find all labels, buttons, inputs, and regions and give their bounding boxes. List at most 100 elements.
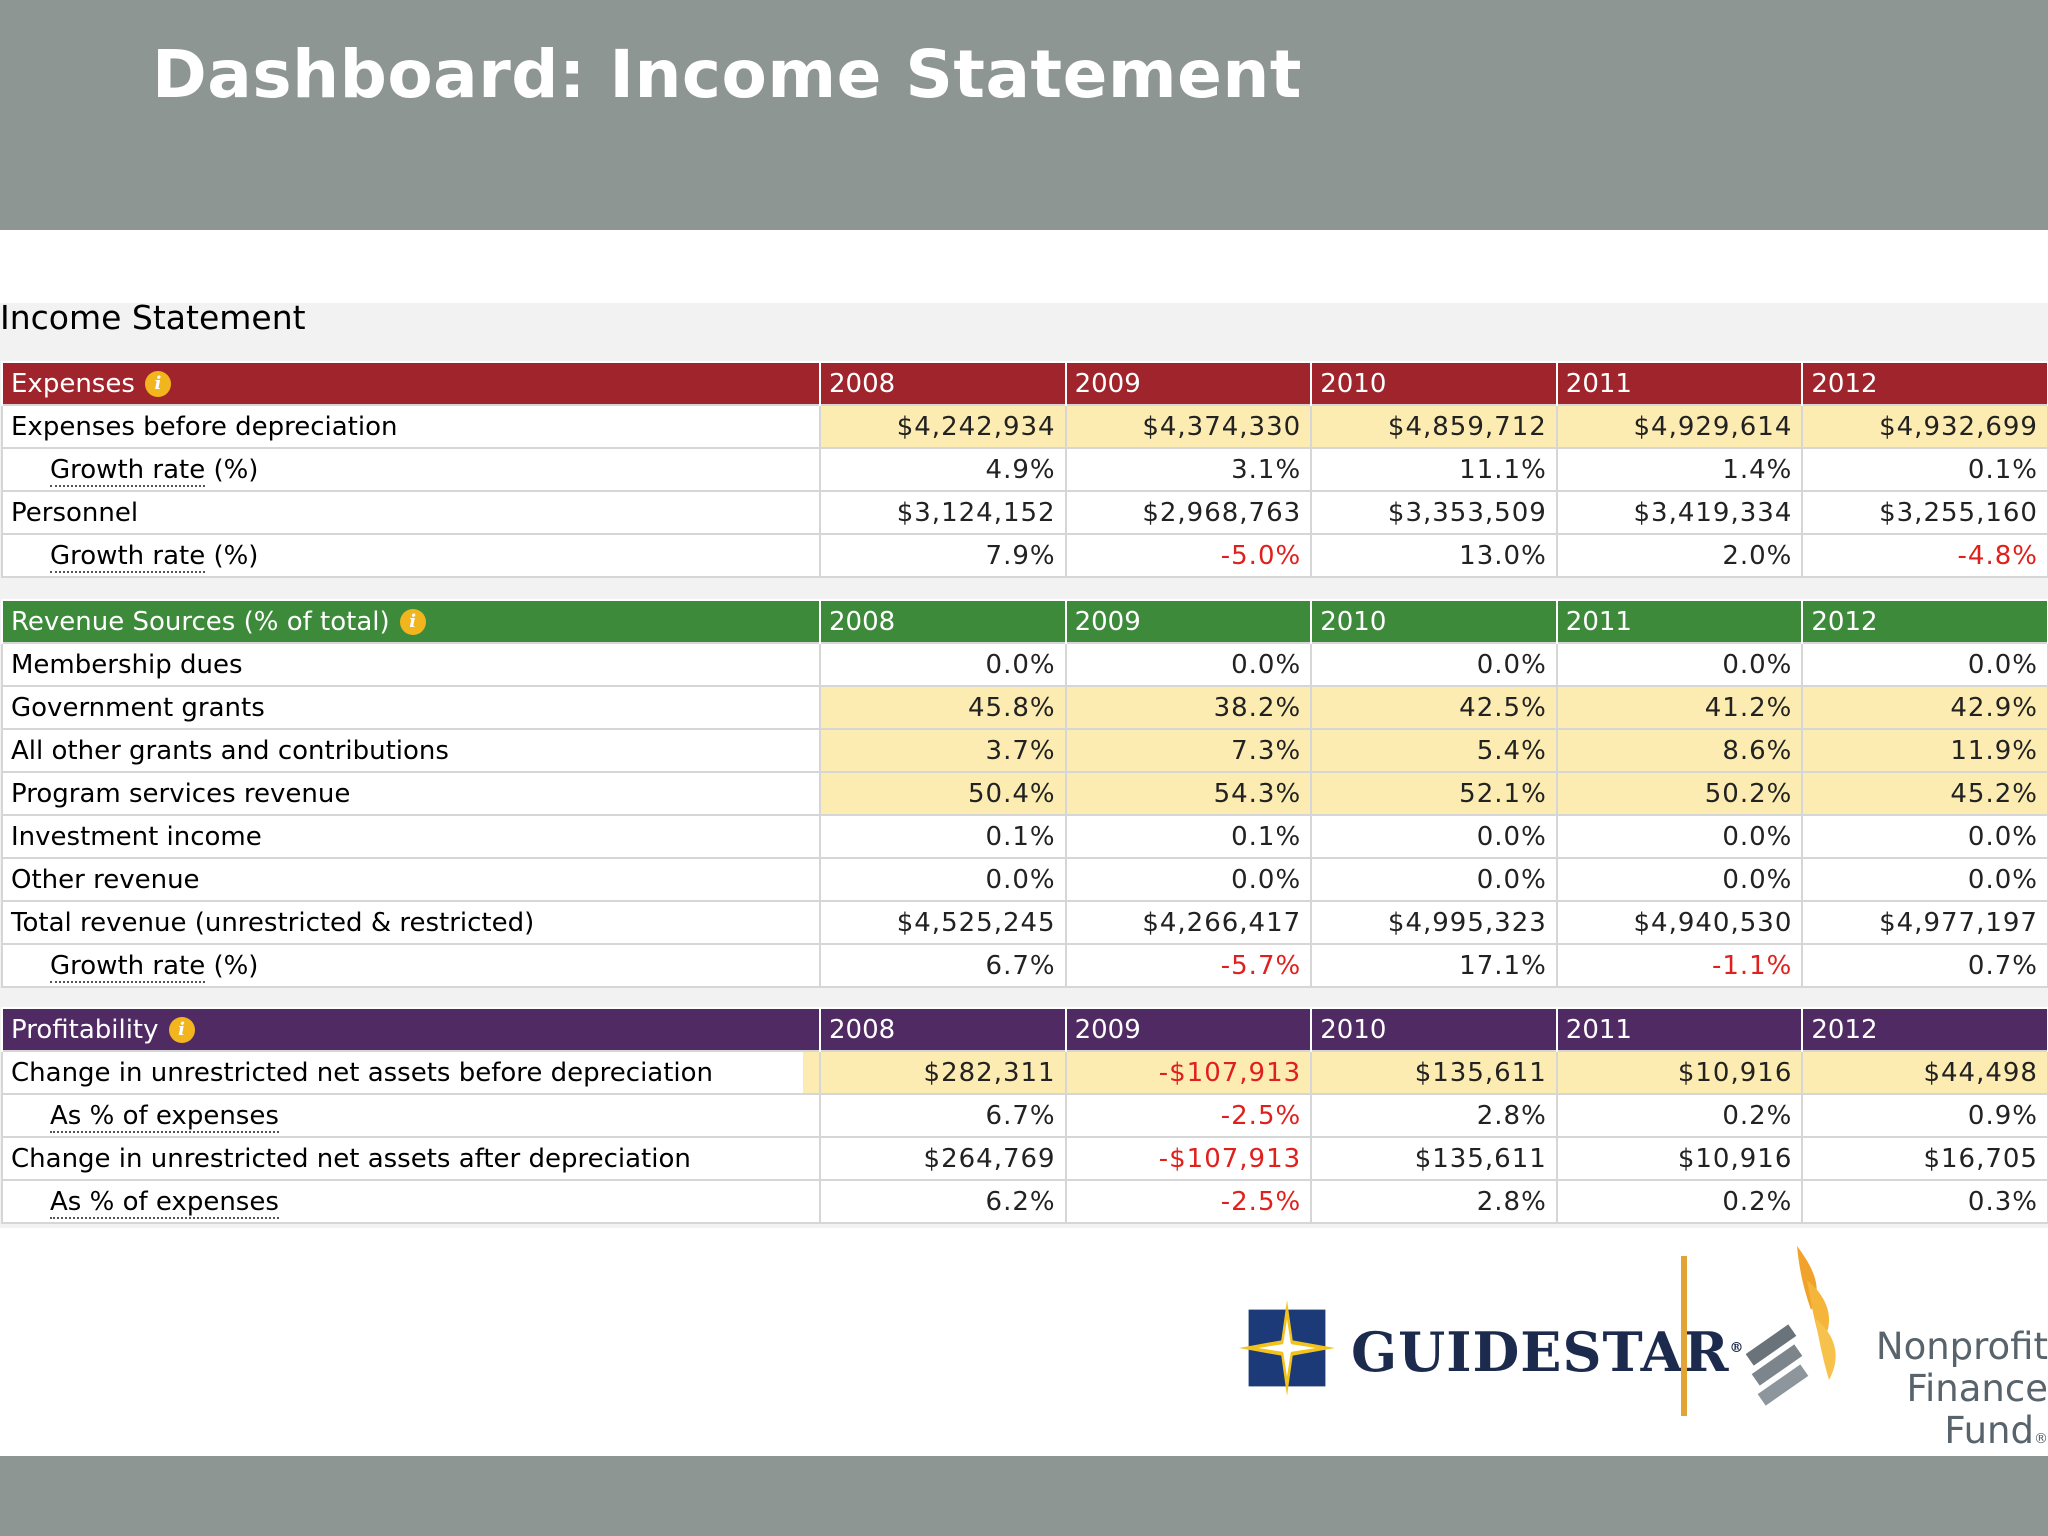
nff-logo-line2: Finance Fund	[1906, 1367, 2048, 1452]
table-cell: -5.7%	[1064, 943, 1313, 988]
table-cell: 8.6%	[1555, 728, 1804, 773]
table-cell: -2.5%	[1064, 1179, 1313, 1224]
table-cell: 7.3%	[1064, 728, 1313, 773]
table-row: Other revenue 0.0% 0.0% 0.0% 0.0% 0.0%	[1, 857, 2048, 902]
table-row: As % of expenses 6.7% -2.5% 2.8% 0.2% 0.…	[1, 1093, 2048, 1138]
info-icon[interactable]: i	[168, 1017, 195, 1043]
footer-band	[0, 1456, 2048, 1536]
table-cell: 0.0%	[1064, 857, 1313, 902]
table-cell: 38.2%	[1064, 685, 1313, 730]
table-row: Growth rate (%) 4.9% 3.1% 11.1% 1.4% 0.1…	[1, 447, 2048, 492]
profitability-table: Profitability i 2008 2009 2010 2011 2012 …	[1, 1007, 2048, 1224]
table-cell: 0.1%	[1801, 447, 2048, 492]
table-row: Growth rate (%) 6.7% -5.7% 17.1% -1.1% 0…	[1, 943, 2048, 988]
table-cell: 0.0%	[1801, 642, 2048, 687]
growth-rate-link[interactable]: Growth rate	[50, 950, 206, 983]
growth-rate-link[interactable]: Growth rate	[50, 540, 206, 573]
table-cell: 0.0%	[819, 857, 1067, 902]
year-header: 2012	[1801, 361, 2048, 405]
expenses-header-label: Expenses	[11, 368, 135, 399]
table-cell: -1.1%	[1555, 943, 1804, 988]
year-header: 2010	[1310, 361, 1558, 405]
year-header: 2011	[1555, 361, 1804, 405]
info-icon[interactable]: i	[144, 371, 171, 397]
table-cell: $135,611	[1310, 1136, 1558, 1181]
table-cell: 0.0%	[1555, 814, 1804, 859]
slide-title: Dashboard: Income Statement	[152, 36, 1302, 113]
table-cell: $2,968,763	[1064, 490, 1313, 535]
guidestar-logo: GUIDESTAR®	[1351, 1320, 1744, 1384]
table-row: As % of expenses 6.2% -2.5% 2.8% 0.2% 0.…	[1, 1179, 2048, 1224]
table-row: Government grants 45.8% 38.2% 42.5% 41.2…	[1, 685, 2048, 730]
row-label: Personnel	[1, 490, 821, 535]
table-cell: 0.1%	[819, 814, 1067, 859]
table-cell: 2.0%	[1555, 533, 1804, 578]
row-label: Investment income	[1, 814, 821, 859]
growth-rate-link[interactable]: Growth rate	[50, 454, 206, 487]
table-cell: $3,419,334	[1555, 490, 1804, 535]
table-cell: $3,353,509	[1310, 490, 1558, 535]
logo-area: GUIDESTAR® Nonprofit Finance Fund®	[1225, 1240, 2048, 1452]
pct-of-expenses-link[interactable]: As % of expenses	[50, 1100, 279, 1133]
table-cell: $10,916	[1555, 1050, 1804, 1095]
row-label: Program services revenue	[1, 771, 821, 816]
table-cell: 0.0%	[819, 642, 1067, 687]
row-label: Membership dues	[1, 642, 821, 687]
expenses-header-cell: Expenses i	[1, 361, 821, 405]
table-cell: 42.5%	[1310, 685, 1558, 730]
table-cell: 7.9%	[819, 533, 1067, 578]
revenue-header-label: Revenue Sources (% of total)	[11, 606, 390, 637]
table-cell: 3.1%	[1064, 447, 1313, 492]
table-row: Expenses before depreciation $4,242,934 …	[1, 404, 2048, 449]
registered-mark: ®	[2034, 1431, 2048, 1447]
pct-of-expenses-link[interactable]: As % of expenses	[50, 1186, 279, 1219]
row-label: Total revenue (unrestricted & restricted…	[1, 900, 821, 945]
section-title: Income Statement	[0, 298, 306, 337]
row-label: Change in unrestricted net assets after …	[1, 1136, 821, 1181]
table-cell: $4,932,699	[1801, 404, 2048, 449]
year-header: 2009	[1064, 361, 1313, 405]
row-label-suffix: (%)	[205, 454, 259, 485]
table-cell: -4.8%	[1801, 533, 2048, 578]
guidestar-star-icon	[1239, 1300, 1335, 1396]
table-row: Total revenue (unrestricted & restricted…	[1, 900, 2048, 945]
table-cell: 50.2%	[1555, 771, 1804, 816]
table-cell: 0.9%	[1801, 1093, 2048, 1138]
revenue-header-cell: Revenue Sources (% of total) i	[1, 599, 821, 643]
table-row: Change in unrestricted net assets before…	[1, 1050, 2048, 1095]
row-label-suffix: (%)	[205, 950, 259, 981]
table-cell: -5.0%	[1064, 533, 1313, 578]
table-cell: 6.7%	[819, 943, 1067, 988]
info-icon[interactable]: i	[399, 609, 426, 635]
year-header: 2011	[1555, 1007, 1804, 1051]
table-cell: 1.4%	[1555, 447, 1804, 492]
table-cell: 11.1%	[1310, 447, 1558, 492]
table-cell: $4,940,530	[1555, 900, 1804, 945]
year-header: 2010	[1310, 1007, 1558, 1051]
year-header: 2012	[1801, 599, 2048, 643]
row-label: Growth rate (%)	[1, 533, 821, 578]
table-cell: 45.8%	[819, 685, 1067, 730]
profitability-header-cell: Profitability i	[1, 1007, 821, 1051]
year-header: 2012	[1801, 1007, 2048, 1051]
table-cell: 6.2%	[819, 1179, 1067, 1224]
table-cell: 5.4%	[1310, 728, 1558, 773]
nff-logo-line1: Nonprofit	[1875, 1325, 2048, 1368]
table-cell: $4,266,417	[1064, 900, 1313, 945]
table-cell: 11.9%	[1801, 728, 2048, 773]
year-header: 2008	[819, 361, 1067, 405]
table-row: Investment income 0.1% 0.1% 0.0% 0.0% 0.…	[1, 814, 2048, 859]
nff-leaf-icon	[1745, 1246, 1836, 1406]
table-cell: 0.0%	[1064, 642, 1313, 687]
revenue-table: Revenue Sources (% of total) i 2008 2009 …	[1, 599, 2048, 988]
row-label: Growth rate (%)	[1, 943, 821, 988]
table-cell: -$107,913	[1064, 1136, 1313, 1181]
row-label: As % of expenses	[1, 1179, 821, 1224]
logo-divider	[1681, 1256, 1687, 1416]
table-row: Change in unrestricted net assets after …	[1, 1136, 2048, 1181]
expenses-table: Expenses i 2008 2009 2010 2011 2012 Expen…	[1, 361, 2048, 578]
nff-logo-line2-wrap: Finance Fund®	[1825, 1368, 2048, 1460]
table-cell: 0.7%	[1801, 943, 2048, 988]
table-cell: $10,916	[1555, 1136, 1804, 1181]
revenue-header-row: Revenue Sources (% of total) i 2008 2009 …	[1, 599, 2048, 643]
